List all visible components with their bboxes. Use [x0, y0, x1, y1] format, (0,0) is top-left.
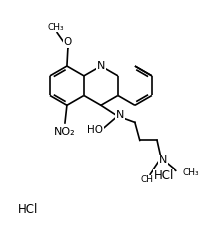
- Text: HCl: HCl: [18, 203, 39, 216]
- Text: HO: HO: [87, 125, 103, 135]
- Text: CH₃: CH₃: [141, 175, 157, 184]
- Text: N: N: [97, 61, 105, 71]
- Text: N: N: [116, 110, 124, 120]
- Text: HCl: HCl: [154, 169, 174, 182]
- Text: NO₂: NO₂: [54, 127, 76, 137]
- Text: N: N: [159, 155, 167, 166]
- Text: CH₃: CH₃: [48, 23, 64, 32]
- Text: CH₃: CH₃: [183, 168, 199, 177]
- Text: O: O: [63, 38, 72, 47]
